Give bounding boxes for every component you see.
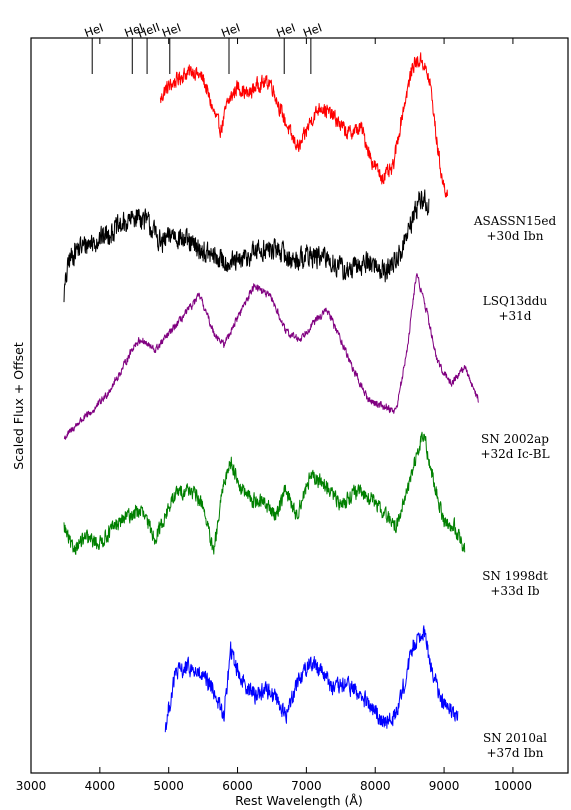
line-marker-label: HeI <box>82 20 105 40</box>
y-axis-label: Scaled Flux + Offset <box>11 342 26 470</box>
spectrum-line <box>63 431 466 555</box>
line-marker-label: HeI <box>301 20 324 40</box>
line-marker-label: HeI <box>160 20 183 40</box>
x-tick-label: 10000 <box>494 779 532 793</box>
spectrum-label-name: LSQ13ddu <box>483 294 548 308</box>
line-marker-label: HeI <box>123 20 146 40</box>
spectrum-label-phase: +33d Ib <box>490 584 540 598</box>
spectrum-label-phase: +31d <box>498 309 531 323</box>
x-tick-label: 4000 <box>85 779 116 793</box>
line-marker-label: HeI <box>219 20 242 40</box>
x-tick-label: 3000 <box>16 779 47 793</box>
spectra-group <box>63 52 479 733</box>
spectrum-label-name: SN 2002ap <box>481 432 549 446</box>
x-tick-label: 9000 <box>429 779 460 793</box>
spectrum-label-phase: +30d Ibn <box>487 229 544 243</box>
plot-frame <box>30 37 569 774</box>
spectrum-label-name: ASASSN15ed <box>473 214 557 228</box>
spectrum-line <box>164 625 459 733</box>
spectrum-line <box>159 52 448 198</box>
spectrum-label-name: SN 1998dt <box>482 569 548 583</box>
x-axis-label: Rest Wavelength (Å) <box>235 793 363 808</box>
spectrum-label-name: SN 2010al <box>483 731 547 745</box>
spectrum-label-phase: +32d Ic-BL <box>480 447 549 461</box>
x-axis-ticks: 3000 4000 5000 6000 7000 8000 9000 10000 <box>16 38 532 793</box>
x-tick-label: 5000 <box>153 779 184 793</box>
x-tick-label: 7000 <box>291 779 322 793</box>
spectrum-line <box>63 189 430 303</box>
x-tick-label: 6000 <box>222 779 253 793</box>
spectrum-label-phase: +37d Ibn <box>487 746 544 760</box>
line-marker-label: HeI <box>274 20 297 40</box>
x-tick-label: 8000 <box>360 779 391 793</box>
spectrum-line <box>63 273 479 440</box>
